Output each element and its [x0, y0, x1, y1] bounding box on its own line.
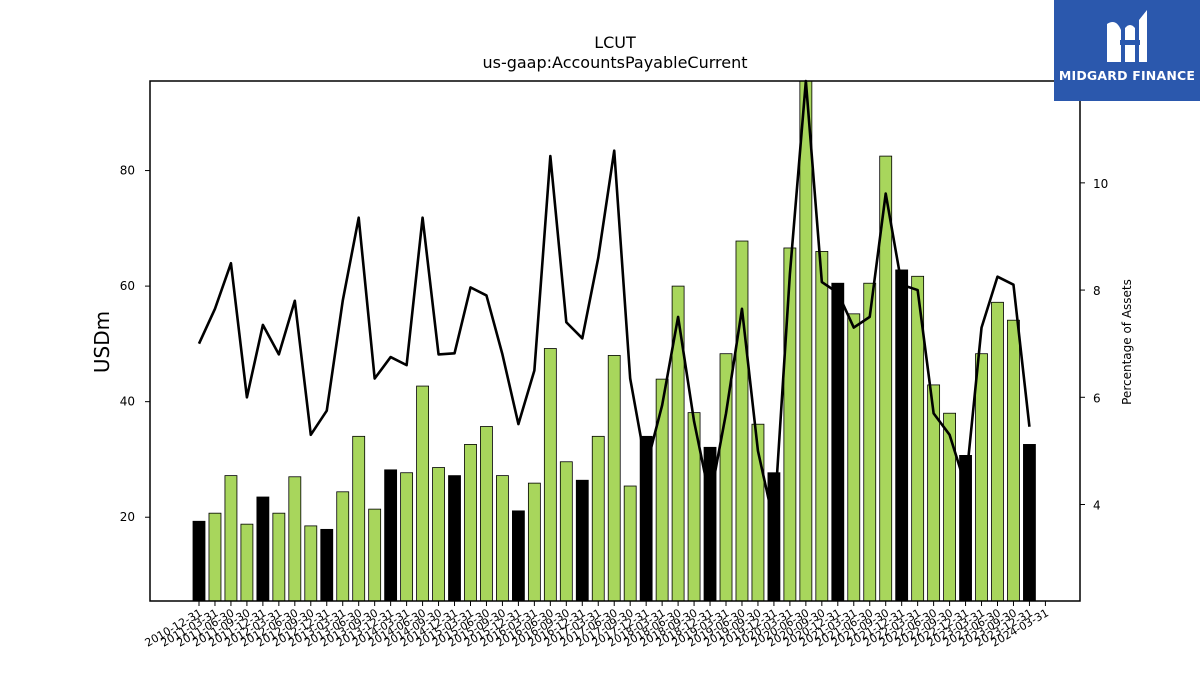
bar [735, 240, 749, 602]
y-tick-label: 20 [120, 510, 135, 524]
bar [575, 479, 589, 602]
midgard-logo: MIDGARD FINANCE [1054, 0, 1200, 101]
bar [783, 247, 797, 602]
bar [1007, 319, 1020, 602]
bar [496, 475, 509, 602]
bar [320, 528, 334, 602]
bar [224, 475, 238, 602]
bar [847, 313, 861, 602]
bar [272, 512, 286, 602]
bar [288, 476, 302, 602]
y-axis-label: USDm [90, 311, 114, 373]
bar [448, 475, 461, 602]
chart-subtitle: us-gaap:AccountsPayableCurrent [482, 53, 747, 72]
bar [623, 485, 637, 602]
bar [208, 512, 222, 602]
bar [799, 80, 813, 602]
bar [416, 385, 429, 602]
y-tick-label: 80 [120, 164, 135, 178]
bar [943, 412, 956, 602]
bar [607, 355, 621, 602]
bar [815, 251, 829, 602]
bar [543, 348, 557, 602]
y-tick-label: 40 [120, 395, 135, 409]
bar [464, 444, 477, 602]
bar [1023, 444, 1036, 602]
bar [240, 523, 254, 602]
bar [527, 482, 541, 602]
bar [895, 269, 909, 602]
bar [975, 353, 988, 602]
bar [591, 435, 605, 602]
bar [192, 520, 206, 602]
y-tick-label-right: 8 [1093, 284, 1101, 298]
brand-name: MIDGARD FINANCE [1058, 68, 1196, 83]
bar [384, 469, 398, 602]
bar [368, 508, 382, 602]
bar [336, 491, 350, 602]
y-tick-label-right: 4 [1093, 499, 1101, 513]
bar [991, 301, 1004, 602]
midgard-logo-icon [1107, 10, 1147, 62]
y-axis-label-right: Percentage of Assets [1120, 279, 1134, 405]
bar [432, 467, 445, 602]
y-tick-label-right: 10 [1093, 177, 1108, 191]
y-tick-label-right: 6 [1093, 391, 1101, 405]
bar [400, 472, 414, 602]
plot-frame [149, 80, 1081, 602]
series-line [197, 79, 1031, 525]
bar [831, 282, 845, 602]
bar [352, 435, 366, 602]
bar [863, 282, 877, 602]
bar [256, 496, 270, 602]
chart-title: LCUT [594, 33, 636, 52]
bar [559, 461, 573, 602]
y-tick-label: 60 [120, 279, 135, 293]
bar [655, 378, 669, 602]
bar [304, 525, 318, 602]
bar [512, 510, 525, 602]
bar [767, 472, 781, 602]
bar [480, 426, 493, 602]
